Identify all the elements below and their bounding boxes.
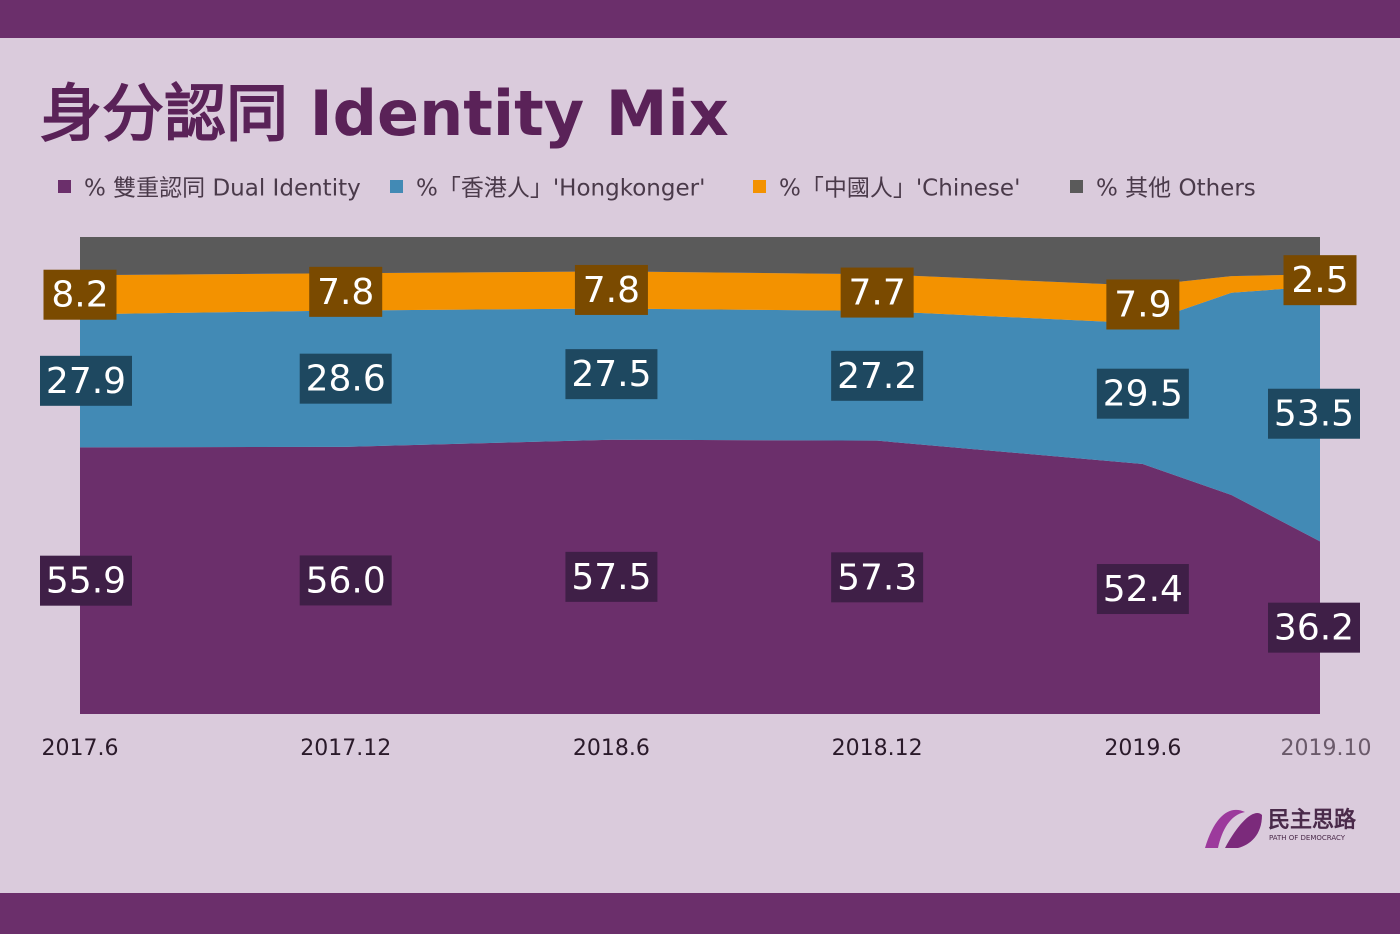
logo-subtitle: PATH OF DEMOCRACY [1269, 834, 1346, 842]
value-label-box [299, 353, 392, 404]
legend-label: % 其他 Others [1096, 176, 1256, 202]
value-label-box [1268, 388, 1360, 439]
value-label: 57.5 [571, 557, 651, 598]
area [80, 286, 1320, 542]
legend-label: %「香港人」'Hongkonger' [416, 176, 705, 202]
value-label: 27.5 [571, 354, 651, 395]
legend-item: % 雙重認同 Dual Identity [58, 176, 361, 202]
value-label: 7.9 [1114, 284, 1171, 325]
value-label-box [1096, 564, 1189, 615]
value-label: 7.7 [849, 273, 906, 314]
legend-item: %「香港人」'Hongkonger' [390, 176, 705, 202]
logo: 民主思路 PATH OF DEMOCRACY [1205, 807, 1357, 848]
logo-icon [1205, 809, 1245, 848]
value-label-box [831, 350, 924, 401]
value-label-box [299, 555, 392, 606]
bottom-band [0, 893, 1400, 934]
value-label-box [840, 267, 914, 318]
value-label-box [565, 551, 658, 602]
value-label: 55.9 [46, 561, 126, 602]
value-label: 7.8 [317, 272, 374, 313]
logo-name: 民主思路 [1268, 807, 1357, 833]
value-label-box [1268, 602, 1360, 653]
legend-swatch [753, 180, 766, 193]
value-label: 36.2 [1274, 608, 1354, 649]
top-band [0, 0, 1400, 38]
value-label-box [1283, 255, 1357, 306]
value-label: 27.9 [46, 361, 126, 402]
area [80, 439, 1320, 714]
chart-title: 身分認同 Identity Mix [40, 77, 729, 150]
legend-item: %「中國人」'Chinese' [753, 176, 1020, 202]
value-label-box [1096, 368, 1189, 419]
value-label-box [831, 552, 924, 603]
value-label: 28.6 [306, 359, 386, 400]
x-tick-label: 2017.6 [42, 736, 119, 761]
x-tick-label: 2018.6 [573, 736, 650, 761]
area [80, 237, 1320, 286]
x-tick-label: 2019.10 [1281, 736, 1372, 761]
value-label-box [1106, 279, 1180, 330]
value-label-box [565, 349, 658, 400]
legend-label: %「中國人」'Chinese' [779, 176, 1020, 202]
value-label: 27.2 [837, 356, 917, 397]
logo-icon [1225, 813, 1262, 848]
x-tick-label: 2018.12 [832, 736, 923, 761]
value-label: 52.4 [1103, 569, 1183, 610]
x-tick-label: 2017.12 [300, 736, 391, 761]
area [80, 271, 1320, 324]
value-label: 29.5 [1103, 374, 1183, 415]
x-tick-label: 2019.6 [1104, 736, 1181, 761]
legend-item: % 其他 Others [1070, 176, 1256, 202]
value-label: 7.8 [583, 270, 640, 311]
value-label-box [43, 269, 117, 320]
value-label-box [309, 266, 383, 317]
value-label-box [40, 555, 132, 606]
value-label: 57.3 [837, 557, 917, 598]
value-label-box [574, 264, 648, 315]
value-label: 2.5 [1291, 260, 1348, 301]
value-label: 8.2 [51, 275, 108, 316]
legend-swatch [1070, 180, 1083, 193]
legend-swatch [390, 180, 403, 193]
legend-swatch [58, 180, 71, 193]
value-label-box [40, 355, 132, 406]
legend-label: % 雙重認同 Dual Identity [84, 176, 361, 202]
value-label: 53.5 [1274, 394, 1354, 435]
value-label: 56.0 [306, 560, 386, 601]
